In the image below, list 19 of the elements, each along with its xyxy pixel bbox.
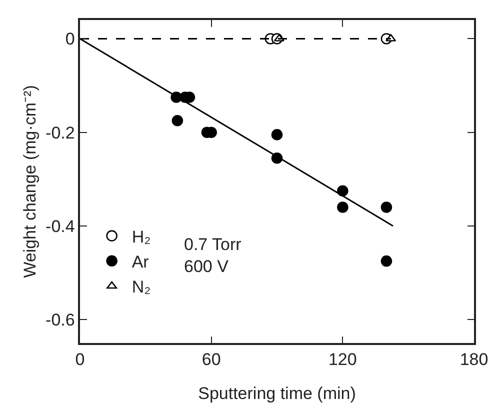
point: [380, 255, 392, 267]
x-tick-label: 60: [202, 350, 221, 370]
annotation: 0.7 Torr 600 V: [184, 235, 242, 276]
x-tick-label: 180: [460, 350, 488, 370]
legend-label: H₂: [132, 227, 151, 246]
point: [271, 129, 283, 140]
legend-label: N₂: [132, 278, 151, 297]
y-tick-label: 0: [65, 30, 75, 49]
point: [172, 114, 184, 126]
y-axis-title: Weight change (mg·cm⁻²): [20, 85, 40, 278]
y-tick-label: -0.2: [46, 123, 75, 142]
y-tick-label: -0.6: [46, 310, 75, 330]
x-axis-title: Sputtering time (min): [198, 384, 356, 403]
x-tick-label: 120: [328, 350, 357, 370]
legend-label: Ar: [132, 252, 150, 272]
point: [337, 185, 348, 197]
y-tick-label: -0.4: [46, 216, 75, 236]
point: [337, 202, 348, 213]
point: [380, 202, 392, 213]
